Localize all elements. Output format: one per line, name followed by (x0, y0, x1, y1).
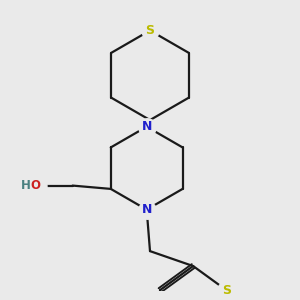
Text: S: S (222, 284, 231, 297)
Text: S: S (146, 24, 154, 37)
Text: H: H (21, 179, 31, 192)
Text: N: N (142, 203, 152, 216)
Text: O: O (31, 179, 40, 192)
Text: N: N (142, 120, 152, 133)
